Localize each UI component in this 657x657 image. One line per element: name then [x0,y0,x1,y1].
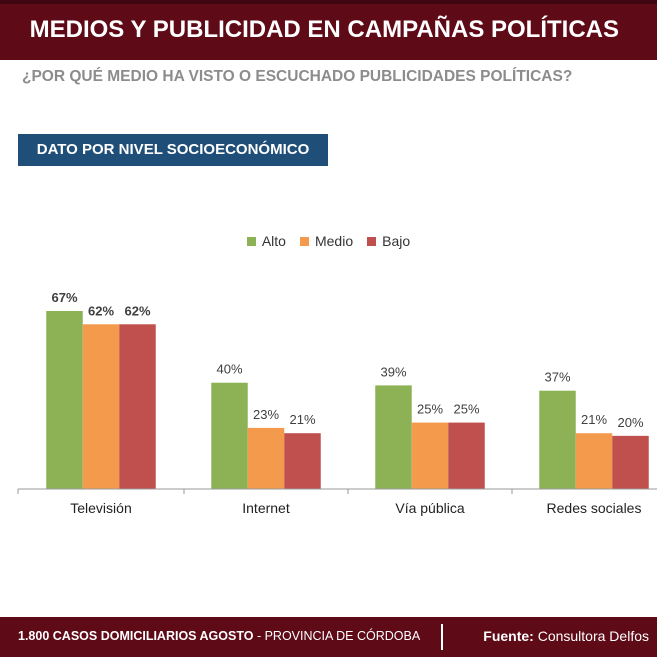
x-tick-label-1: Internet [242,500,290,516]
data-label-bajo-2: 25% [453,402,479,417]
survey-question: ¿POR QUÉ MEDIO HA VISTO O ESCUCHADO PUBL… [22,68,573,85]
footer-bar: 1.800 CASOS DOMICILIARIOS AGOSTO - PROVI… [0,617,657,657]
footer-divider [441,624,443,650]
footer-cases-label: CASOS DOMICILIARIOS AGOSTO [52,629,254,643]
legend-item-alto: Alto [246,232,286,250]
header-banner: MEDIOS Y PUBLICIDAD EN CAMPAÑAS POLÍTICA… [0,0,657,60]
chart-legend: Alto Medio Bajo [0,232,657,250]
footer-source-name: Consultora Delfos [533,628,649,644]
data-label-medio-3: 21% [581,412,607,427]
x-tick-label-3: Redes sociales [547,500,642,516]
data-label-bajo-3: 20% [617,415,643,430]
data-label-bajo-1: 21% [289,412,315,427]
data-label-alto-0: 67% [51,290,77,305]
data-label-alto-1: 40% [216,362,242,377]
legend-item-bajo: Bajo [367,232,410,250]
bar-alto-0 [46,311,83,489]
legend-item-medio: Medio [299,232,354,250]
bar-bajo-0 [119,324,156,489]
bar-bajo-3 [612,435,649,489]
bar-medio-3 [575,433,613,489]
legend-label-bajo: Bajo [382,233,411,249]
footer-source-label: Fuente: [483,628,534,644]
legend-label-alto: Alto [261,233,286,249]
bar-bajo-2 [448,422,485,489]
header-top-strip [0,0,657,4]
data-label-bajo-0: 62% [124,303,150,318]
footer-cases: 1.800 CASOS DOMICILIARIOS AGOSTO - PROVI… [18,629,420,643]
bar-bajo-1 [284,433,321,489]
x-tick-label-2: Vía pública [395,500,464,516]
bar-medio-1 [247,427,285,489]
legend-swatch-medio [299,236,309,246]
page-title: MEDIOS Y PUBLICIDAD EN CAMPAÑAS POLÍTICA… [29,16,619,43]
data-label-alto-3: 37% [544,370,570,385]
bar-alto-1 [211,382,248,489]
footer-region: - PROVINCIA DE CÓRDOBA [253,629,421,643]
legend-swatch-alto [246,236,256,246]
legend-swatch-bajo [367,236,377,246]
x-tick-label-0: Televisión [70,500,131,516]
footer-cases-count: 1.800 [18,629,50,643]
data-label-medio-0: 62% [88,303,114,318]
footer-source: Fuente: Consultora Delfos [483,628,649,644]
bar-medio-2 [411,422,449,489]
bar-alto-2 [375,385,412,489]
data-label-medio-2: 25% [417,402,443,417]
section-subtitle: DATO POR NIVEL SOCIOECONÓMICO [18,134,328,166]
legend-label-medio: Medio [314,233,354,249]
bar-medio-0 [82,324,120,489]
bar-alto-3 [539,390,576,489]
data-label-medio-1: 23% [253,407,279,422]
data-label-alto-2: 39% [380,364,406,379]
